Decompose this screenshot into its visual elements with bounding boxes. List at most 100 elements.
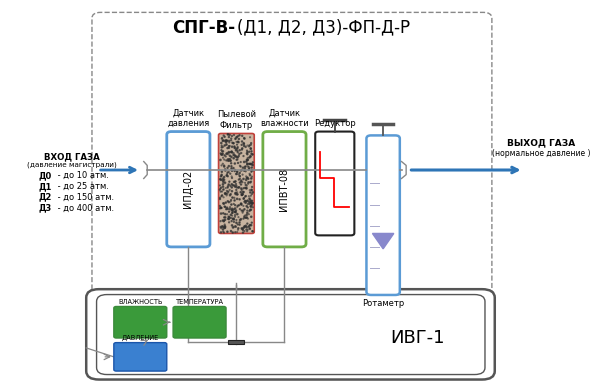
Point: [221, 214, 230, 220]
Polygon shape: [373, 234, 394, 249]
Point: [219, 132, 229, 138]
Text: - до 10 атм.: - до 10 атм.: [55, 171, 109, 180]
Point: [232, 189, 242, 195]
Point: [232, 196, 242, 202]
Point: [243, 216, 253, 222]
Point: [227, 173, 236, 179]
Point: [245, 195, 254, 202]
Point: [232, 168, 242, 175]
Point: [218, 137, 228, 144]
Point: [241, 200, 250, 206]
Point: [229, 206, 239, 213]
Point: [244, 167, 254, 173]
Point: [239, 176, 248, 182]
Point: [226, 191, 235, 197]
Point: [227, 168, 237, 174]
Point: [238, 179, 247, 185]
Point: [223, 173, 233, 179]
Point: [236, 159, 245, 165]
Point: [245, 189, 255, 195]
Point: [242, 210, 252, 216]
Point: [227, 181, 236, 188]
Point: [220, 225, 229, 231]
Point: [227, 210, 237, 216]
Point: [218, 200, 228, 206]
Point: [220, 163, 229, 170]
Point: [217, 172, 226, 178]
Point: [218, 224, 228, 230]
Point: [230, 144, 239, 150]
Point: [247, 187, 256, 193]
Point: [243, 155, 253, 161]
Point: [218, 154, 228, 161]
Point: [245, 171, 254, 177]
Point: [229, 140, 238, 147]
Point: [244, 223, 253, 230]
Point: [232, 145, 242, 152]
Point: [229, 216, 238, 222]
Point: [232, 211, 242, 217]
Point: [229, 201, 239, 207]
Point: [247, 198, 256, 204]
Point: [235, 173, 244, 179]
Point: [247, 187, 256, 193]
Point: [217, 193, 226, 199]
Point: [242, 150, 251, 156]
Point: [215, 203, 224, 209]
Point: [247, 175, 256, 181]
Point: [238, 192, 247, 198]
Point: [217, 173, 226, 179]
Point: [217, 144, 227, 151]
Point: [224, 158, 234, 164]
Point: [230, 209, 240, 215]
Point: [235, 176, 245, 182]
Point: [231, 146, 241, 152]
Point: [236, 177, 246, 183]
Point: [223, 211, 232, 217]
Point: [227, 184, 236, 191]
Point: [239, 189, 248, 195]
Point: [224, 138, 234, 144]
FancyBboxPatch shape: [173, 307, 226, 338]
Point: [222, 172, 232, 179]
Point: [238, 145, 247, 151]
Point: [236, 200, 246, 207]
Point: [220, 180, 230, 186]
FancyBboxPatch shape: [218, 133, 254, 234]
Point: [225, 143, 235, 149]
Point: [236, 200, 245, 207]
Point: [216, 218, 226, 224]
Point: [226, 149, 236, 155]
Point: [235, 202, 244, 208]
Point: [232, 229, 242, 235]
Point: [222, 138, 232, 144]
Point: [239, 199, 249, 205]
Point: [247, 167, 257, 173]
Point: [245, 165, 254, 171]
Point: [245, 149, 254, 155]
Point: [223, 131, 233, 137]
Point: [247, 222, 256, 228]
Point: [231, 207, 241, 213]
Point: [242, 185, 251, 191]
Point: [225, 153, 235, 159]
Point: [238, 226, 247, 232]
Point: [240, 166, 250, 172]
Point: [230, 136, 240, 142]
Point: [236, 202, 246, 208]
Point: [246, 179, 256, 185]
Point: [235, 147, 245, 153]
Point: [216, 211, 226, 217]
Point: [215, 157, 225, 163]
Point: [220, 134, 229, 140]
Point: [236, 167, 245, 174]
Point: [224, 179, 234, 185]
Point: [247, 148, 256, 154]
Point: [238, 189, 248, 195]
Point: [246, 145, 256, 151]
Point: [217, 225, 226, 231]
Point: [245, 161, 254, 167]
Point: [228, 224, 238, 230]
Point: [236, 150, 246, 156]
Point: [235, 173, 245, 179]
